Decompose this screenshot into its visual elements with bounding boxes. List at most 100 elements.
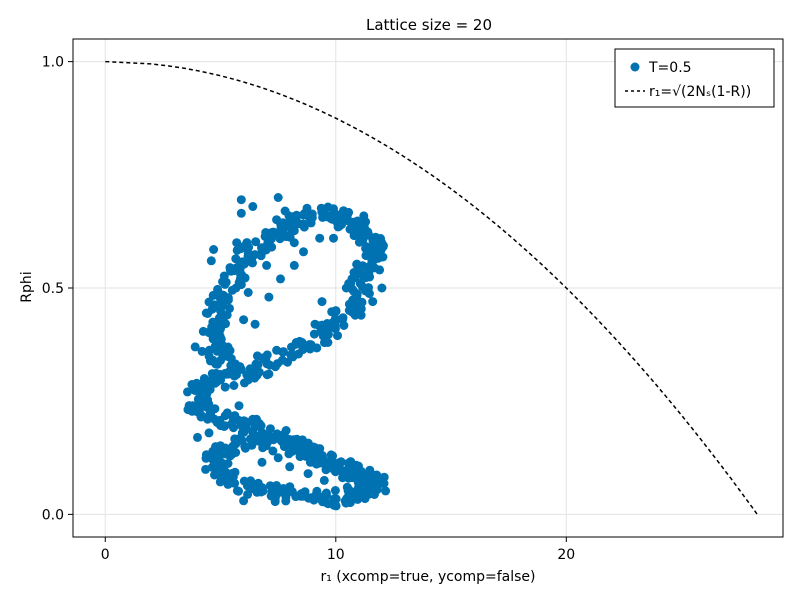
scatter-point [370, 253, 380, 263]
scatter-point [212, 377, 222, 387]
scatter-point [295, 336, 305, 346]
scatter-point [197, 346, 207, 356]
scatter-point [351, 463, 361, 472]
scatter-point [239, 496, 249, 506]
scatter-point [291, 444, 300, 454]
scatter-point [243, 288, 253, 297]
scatter-point [307, 457, 317, 467]
scatter-point [252, 351, 262, 361]
scatter-point [377, 478, 387, 488]
scatter-point [229, 364, 239, 374]
scatter-point [236, 270, 246, 280]
series-line-theory [105, 60, 758, 515]
x-axis-title: r₁ (xcomp=true, ycomp=false) [320, 569, 535, 585]
scatter-point [287, 225, 297, 235]
scatter-point [218, 464, 228, 474]
scatter-point [281, 232, 291, 242]
scatter-point [289, 238, 299, 248]
x-tick-label: 20 [557, 547, 575, 563]
scatter-point [299, 219, 308, 229]
scatter-point [243, 489, 253, 499]
scatter-point [230, 434, 240, 444]
scatter-point [347, 274, 357, 284]
scatter-point [216, 306, 225, 316]
scatter-point [299, 247, 308, 257]
scatter-point [364, 289, 374, 299]
scatter-point [262, 350, 272, 360]
scatter-point [317, 207, 327, 217]
scatter-point [347, 303, 357, 313]
scatter-point [377, 283, 387, 293]
scatter-point [209, 455, 219, 465]
scatter-point [250, 319, 260, 329]
legend-box [614, 48, 775, 108]
legend-label-scatter: T=0.5 [648, 60, 692, 76]
scatter-point [378, 252, 388, 262]
scatter-point [248, 368, 257, 378]
scatter-point [234, 401, 244, 411]
scatter-point [193, 432, 202, 442]
scatter-point [225, 473, 235, 483]
x-tick-label: 10 [327, 547, 345, 563]
scatter-point [348, 295, 358, 304]
scatter-point [248, 427, 257, 437]
x-tick-label: 0 [101, 547, 110, 563]
scatter-point [251, 359, 261, 369]
scatter-point [372, 485, 382, 494]
y-tick-label: 0.0 [42, 507, 64, 523]
scatter-point [211, 368, 221, 378]
scatter-point [330, 461, 340, 471]
scatter-point [232, 238, 242, 248]
scatter-point [336, 457, 346, 467]
scatter-point [269, 489, 279, 499]
scatter-point [329, 204, 338, 214]
scatter-point [342, 482, 352, 492]
scatter-point [264, 369, 274, 379]
scatter-point [357, 297, 367, 307]
scatter-point [220, 382, 230, 392]
scatter-point [285, 462, 295, 472]
scatter-point [330, 486, 340, 495]
scatter-point [302, 446, 312, 456]
scatter-point [265, 424, 275, 434]
scatter-point [258, 486, 268, 496]
scatter-point [232, 486, 242, 496]
plot-data [105, 60, 758, 515]
scatter-point [359, 211, 369, 221]
scatter-point [236, 195, 246, 205]
scatter-point [276, 274, 285, 284]
scatter-point [319, 475, 329, 485]
scatter-point [315, 233, 325, 243]
scatter-point [329, 494, 339, 504]
y-tick-label: 1.0 [42, 55, 64, 71]
scatter-point [222, 408, 232, 418]
scatter-point [204, 428, 214, 438]
legend: T=0.5 r₁=√(2Nₛ(1-R)) [614, 48, 775, 108]
scatter-point [240, 441, 250, 451]
scatter-point [201, 308, 211, 318]
scatter-point [362, 248, 372, 258]
scatter-point [318, 492, 328, 502]
scatter-point [354, 482, 364, 492]
scatter-point [340, 211, 350, 221]
scatter-point [190, 386, 200, 395]
scatter-point [329, 233, 338, 243]
y-tick-label: 0.5 [42, 281, 64, 297]
scatter-point [248, 414, 258, 424]
scatter-point [303, 469, 313, 479]
scatter-point [250, 250, 260, 260]
scatter-point [317, 297, 327, 307]
scatter-point [190, 342, 200, 352]
scatter-point [257, 457, 267, 467]
scatter-point [265, 481, 275, 491]
scatter-point [218, 290, 228, 300]
scatter-point [247, 440, 257, 450]
scatter-point [199, 374, 209, 383]
scatter-point [227, 285, 237, 295]
scatter-point [234, 278, 244, 287]
scatter-point [304, 340, 314, 350]
scatter-point [205, 328, 215, 338]
scatter-point [248, 202, 258, 211]
scatter-point [288, 352, 298, 362]
scatter-point [276, 222, 286, 232]
